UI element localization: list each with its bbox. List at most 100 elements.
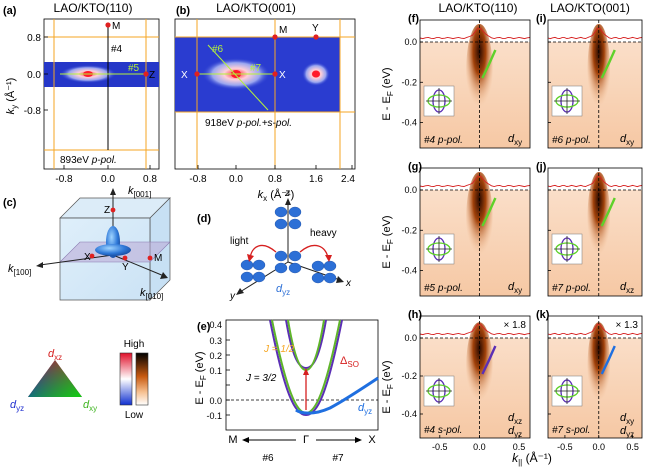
panel-b-xtick: 0.8 [268,174,282,185]
orbital-right [311,260,337,284]
scale-red-blue [119,352,133,406]
legend-dxz: dxz [48,348,62,362]
panel-a-point-z [143,71,149,77]
arpes-panel-g: (g) #5 p-pol. dxy 0.0 -0.2 -0.4 E - EF (eV) [381,161,531,297]
label-band-dyz: dyz [358,402,372,416]
arpes-ytick: 0.0 [404,37,417,47]
panel-f-letter: (f) [408,13,419,25]
band-dyz-heavy [295,376,379,415]
panel-e-letter: (e) [197,321,211,333]
label-delta-so: ΔSO [340,355,359,369]
panel-b-cut6-label: #6 [212,44,224,55]
panel-b-cut6 [207,44,269,111]
label-j32: J = 3/2 [245,373,277,384]
label-dyz: dyz [276,283,290,297]
panel-e-ytick: 0.1 [209,366,222,376]
panel-k-orbital-1: dxy [620,412,634,426]
arpes-frame [419,19,531,149]
panel-a-ytick: -0.8 [24,106,42,117]
panel-e-ylabel: E - EF (eV) [194,351,208,404]
panel-a-ytick: 0.8 [27,33,41,44]
arpes-titles: LAO/KTO(110) LAO/KTO(001) [439,1,630,15]
arpes-frame [547,167,643,297]
panel-b-title: LAO/KTO(001) [216,1,296,15]
panel-h-orbital-2: dyz [508,425,522,439]
arpes-xtick: -0.5 [432,442,448,452]
panel-g-cut: #5 p-pol. [424,283,463,294]
arpes-ytick: -0.2 [401,371,417,381]
panel-a-cut5-label: #5 [128,63,140,74]
panel-b-point-x2 [272,71,278,77]
panel-e-xtick-gamma: Γ [303,434,309,446]
panel-e-ytick: -0.1 [206,411,222,421]
panel-a-z-label: Z [149,70,155,81]
panel-b-x1-label: X [181,70,188,81]
panel-a-ytick: 0.0 [27,70,41,81]
color-legend: dxz dyz dxy High Low [10,339,149,421]
arpes-ytick: -0.4 [401,409,417,419]
arpes-ylabel: E - EF (eV) [381,360,395,413]
panel-ab-xlabel: kx (Å⁻¹) [258,188,295,203]
arpes-panel-i: (i) #6 p-pol. dxy [536,13,643,149]
axis-k100 [39,254,114,266]
panel-d-x: x [345,278,352,289]
panel-c-letter: (c) [3,197,17,209]
arpes-xtick: 0.5 [626,442,639,452]
legend-dxy: dxy [83,399,97,413]
panel-b-point-m [272,34,278,40]
label-k001: k[001] [128,185,151,199]
label-k010: k[010] [140,287,163,301]
band-j32-purple [269,319,343,417]
arpes-panel-j: (j) #7 p-pol. dxz [536,161,643,297]
panel-a: (a) LAO/KTO(110) M Z #4 #5 893eV p-pol. … [3,1,160,185]
edc-curve [419,175,531,188]
panel-b-energy: 918eV p-pol.+s-pol. [205,118,292,129]
arpes-ytick: 0.0 [404,333,417,343]
axis-k010 [112,254,165,277]
arpes-frame [547,19,643,149]
edc-curve [419,323,531,336]
arpes-xtick: 0.0 [473,442,486,452]
edc-curve [419,27,531,40]
panel-e-ytick: 0.0 [209,396,222,406]
panel-f-cut: #4 p-pol. [424,135,463,146]
band-trace [481,49,497,79]
panel-d-y: y [229,291,236,302]
orbital-lobe-horizontal [95,244,131,256]
panel-b-letter: (b) [176,5,190,17]
panel-h-multiplier: × 1.8 [503,320,526,331]
arpes-xtick: 0.5 [513,442,526,452]
panel-e: (e) 0.4 0.3 0.2 0.1 0.0 -0.1 E - EF (eV)… [194,319,379,464]
panel-c: (c) Z X Y M k[001] k[100] k[010] [3,185,171,301]
panel-b-y-label: Y [312,23,319,34]
panel-b-point-y [313,34,319,40]
band-trace [481,197,497,227]
panel-d: (d) z x y [197,188,352,302]
panel-a-frame [43,18,160,170]
orbital-top [274,206,302,230]
arpes-xtick: 0.0 [593,442,606,452]
arpes-frame [419,167,531,297]
panel-a-cut4-label: #4 [111,44,123,55]
arpes-title-left: LAO/KTO(110) [439,1,518,15]
band-trace [600,345,616,375]
arpes-ytick: -0.2 [401,225,417,235]
arpes-panel-f: (f) #4 p-pol. dxy 0.0 -0.2 -0.4 E - EF (eV) [381,13,531,149]
band-trace [600,49,616,79]
panel-b: (b) LAO/KTO(001) M Y X X #6 #7 918eV p-p… [174,1,356,203]
panel-i-cut: #6 p-pol. [552,135,591,146]
panel-a-xtick: 0.0 [101,174,115,185]
panel-b-xtick: -0.8 [189,174,207,185]
label-light: light [230,236,249,247]
arpes-xtick: -0.5 [557,442,573,452]
panel-b-xtick: 0.0 [229,174,243,185]
panel-e-ytick: 0.4 [209,320,222,330]
panel-g-letter: (g) [408,161,422,173]
scale-high-label: High [124,339,145,350]
cube-z-label: Z [104,205,110,216]
orbital-center [274,250,302,274]
arpes-frame [419,315,531,439]
cube-x-label: X [84,252,91,263]
panel-d-letter: (d) [197,213,211,225]
